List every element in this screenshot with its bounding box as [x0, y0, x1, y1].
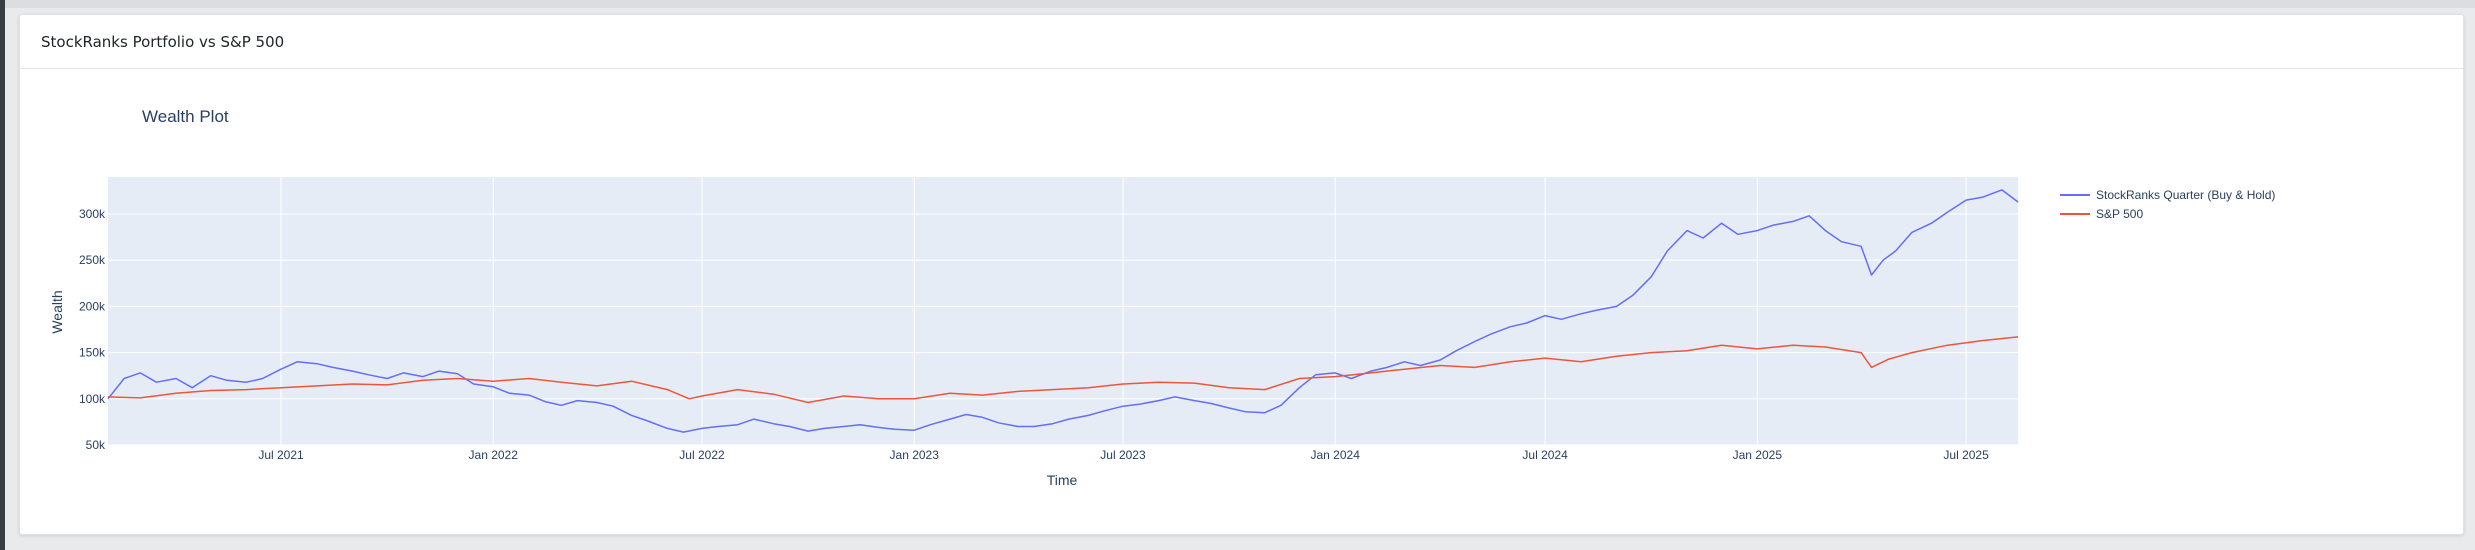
x-tick-label: Jul 2025 — [1943, 448, 1989, 462]
x-axis: Jul 2021 Jan 2022 Jul 2022 Jan 2023 Jul 2023… — [258, 448, 1989, 462]
plot-background — [108, 177, 2018, 445]
y-tick-label: 150k — [79, 346, 106, 360]
y-tick-label: 50k — [86, 438, 106, 452]
window-top-strip — [0, 0, 2475, 8]
sidebar-edge — [0, 0, 5, 550]
x-tick-label: Jan 2024 — [1311, 448, 1361, 462]
chart-card: StockRanks Portfolio vs S&P 500 Wealth P… — [19, 14, 2464, 535]
x-tick-label: Jul 2024 — [1522, 448, 1568, 462]
series-layer — [107, 189, 2019, 433]
legend-label-0: StockRanks Quarter (Buy & Hold) — [2096, 188, 2275, 202]
y-tick-label: 300k — [79, 207, 106, 221]
x-tick-label: Jul 2022 — [679, 448, 725, 462]
series-line-0 — [107, 189, 2019, 433]
plot-title: Wealth Plot — [142, 107, 229, 126]
legend-label-1: S&P 500 — [2096, 207, 2143, 221]
x-tick-label: Jan 2023 — [890, 448, 940, 462]
y-axis-title: Wealth — [49, 290, 65, 333]
x-tick-label: Jul 2023 — [1100, 448, 1146, 462]
card-header: StockRanks Portfolio vs S&P 500 — [20, 15, 2463, 69]
wealth-plot: Wealth Plot 50k 100k 150k 200k 250k 300k Jul … — [49, 107, 2275, 488]
card-title: StockRanks Portfolio vs S&P 500 — [41, 32, 285, 51]
x-tick-label: Jan 2025 — [1733, 448, 1783, 462]
y-tick-label: 250k — [79, 253, 106, 267]
y-tick-label: 100k — [79, 392, 106, 406]
legend[interactable]: StockRanks Quarter (Buy & Hold) S&P 500 — [2060, 188, 2275, 221]
x-tick-label: Jan 2022 — [469, 448, 519, 462]
y-tick-label: 200k — [79, 299, 106, 313]
series-line-1 — [107, 336, 2019, 404]
y-axis: 50k 100k 150k 200k 250k 300k — [79, 207, 106, 452]
x-axis-title: Time — [1047, 472, 1078, 488]
plot-area — [108, 177, 2018, 446]
x-tick-label: Jul 2021 — [258, 448, 304, 462]
